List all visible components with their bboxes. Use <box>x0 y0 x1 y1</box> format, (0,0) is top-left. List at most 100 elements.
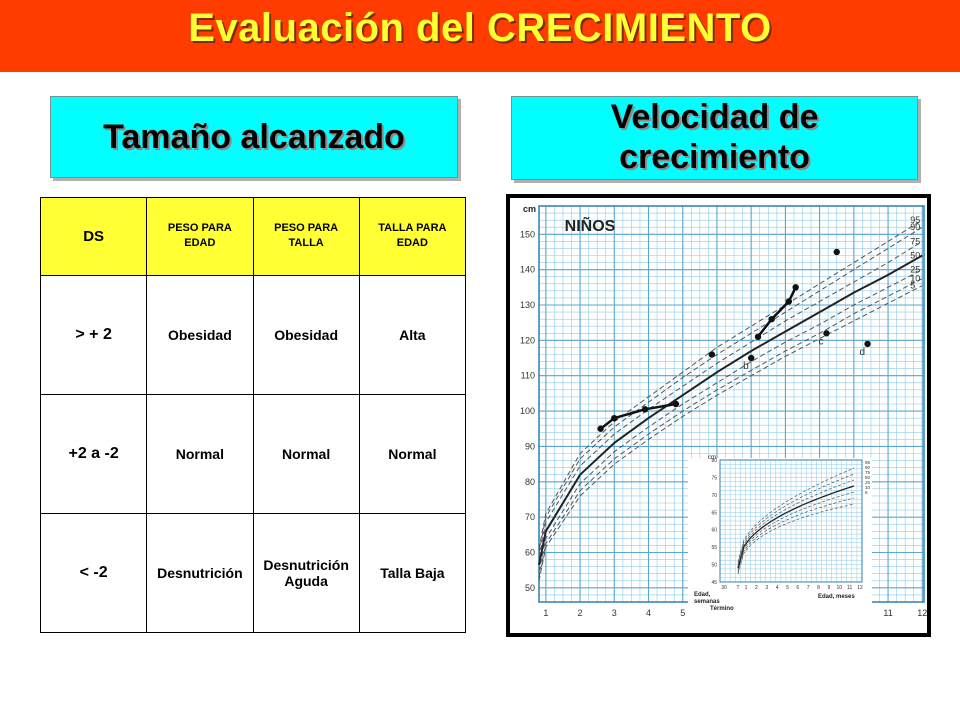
percentile-curve-5 <box>538 285 923 581</box>
percentile-label-10: 10 <box>910 273 920 283</box>
inset-y-tick-label: 60 <box>711 528 717 534</box>
inset-y-tick-label: 55 <box>711 545 717 551</box>
inset-percentile-label: 90 <box>865 465 871 470</box>
x-tick-label: 11 <box>883 608 892 618</box>
inset-x-label-weeks: Edad, <box>694 592 711 598</box>
measurement-point <box>754 333 762 341</box>
right-heading-box: Velocidad de crecimiento <box>511 96 918 180</box>
y-tick-label: 110 <box>521 371 535 381</box>
inset-x-label-months: Edad, meses <box>818 594 855 600</box>
table-row: > + 2 Obesidad Obesidad Alta <box>39 274 467 395</box>
right-heading-line-2: crecimiento <box>619 138 810 176</box>
point-label-c: c <box>818 336 823 347</box>
page-title: Evaluación del CRECIMIENTO <box>188 6 772 50</box>
measurement-point <box>641 406 649 413</box>
table-cell: Normal <box>252 393 360 514</box>
x-tick-label: 3 <box>612 608 617 618</box>
inset-percentile-label: 50 <box>865 475 871 480</box>
y-tick-label: 80 <box>525 477 535 487</box>
y-tick-label: 70 <box>525 512 535 522</box>
inset-percentile-label: 25 <box>865 480 871 485</box>
percentile-label-95: 95 <box>910 215 920 225</box>
inset-month-tick: 10 <box>836 585 842 591</box>
percentile-label-25: 25 <box>910 265 920 275</box>
table-cell: Obesidad <box>252 274 360 395</box>
inset-month-tick: 5 <box>786 585 789 591</box>
inset-y-tick-label: 70 <box>711 493 717 499</box>
measurement-point <box>833 248 840 256</box>
table-cell: Obesidad <box>146 274 254 395</box>
percentile-curve-25 <box>538 269 923 572</box>
y-tick-label: 140 <box>520 265 535 275</box>
inset-percentile-label: 10 <box>865 485 871 490</box>
growth-chart: 5060708090100110120130140150cm1234567891… <box>510 198 927 633</box>
inset-month-tick: 7 <box>807 585 810 591</box>
chart-title: NIÑOS <box>565 215 616 235</box>
inset-curve <box>737 467 855 563</box>
header-cell-talla-edad: TALLA PARA EDAD <box>358 197 467 276</box>
left-heading-box: Tamaño alcanzado <box>50 96 458 178</box>
title-bar: Evaluación del CRECIMIENTO <box>0 0 960 72</box>
inset-background <box>688 458 872 616</box>
header-line: PESO PARA <box>167 222 232 235</box>
table-cell-line: Desnutrición <box>263 556 349 573</box>
inset-y-tick-label: 50 <box>711 563 717 569</box>
inset-curve <box>737 485 855 569</box>
header-cell-peso-talla: PESO PARA TALLA <box>252 197 360 276</box>
table-row: +2 a -2 Normal Normal Normal <box>39 393 467 514</box>
inset-y-tick-label: 65 <box>711 510 717 516</box>
table-cell-ds: +2 a -2 <box>39 393 148 514</box>
inset-month-tick: 3 <box>765 585 768 591</box>
inset-term-label: Término <box>710 606 734 612</box>
header-cell-peso-edad: PESO PARA EDAD <box>146 197 254 276</box>
y-tick-label: 120 <box>520 335 535 345</box>
right-heading-line-1: Velocidad de <box>610 98 819 136</box>
header-line: EDAD <box>184 237 216 250</box>
table-header-row: DS PESO PARA EDAD PESO PARA TALLA TALLA … <box>39 197 467 276</box>
table-cell: Normal <box>358 393 467 514</box>
x-tick-label: 5 <box>680 608 685 618</box>
inset-week-tick: 30 <box>721 585 727 591</box>
table-cell-ds: < -2 <box>39 512 148 634</box>
measurement-point <box>597 425 604 432</box>
measurement-point <box>823 330 830 337</box>
percentile-curve-75 <box>538 240 923 558</box>
measurement-point <box>785 298 793 305</box>
inset-month-tick: 2 <box>755 585 758 591</box>
inset-month-tick: 11 <box>847 585 852 591</box>
percentile-label-50: 50 <box>910 251 920 261</box>
x-tick-label: 12 <box>917 608 927 618</box>
inset-month-tick: 4 <box>776 585 779 591</box>
inset-y-tick-label: 80 <box>711 458 717 464</box>
table-cell: Desnutrición <box>146 512 254 634</box>
percentile-label-5: 5 <box>910 281 915 291</box>
point-label-b: b <box>743 361 749 372</box>
table-row: < -2 Desnutrición Desnutrición Aguda Tal… <box>39 512 467 634</box>
measurement-line <box>757 286 797 338</box>
measurement-point <box>864 340 871 348</box>
ds-table: DS PESO PARA EDAD PESO PARA TALLA TALLA … <box>39 197 467 634</box>
inset-percentile-label: 95 <box>865 460 871 465</box>
header-cell-ds: DS <box>39 197 148 276</box>
inset-month-tick: 1 <box>745 585 748 591</box>
inset-curve <box>737 503 855 575</box>
measurement-point <box>747 354 755 362</box>
y-tick-label: 60 <box>525 548 535 558</box>
table-cell: Alta <box>358 274 467 395</box>
header-line: EDAD <box>396 237 428 250</box>
inset-curve <box>737 497 855 573</box>
percentile-curve-90 <box>538 226 923 553</box>
x-tick-label: 2 <box>578 608 583 618</box>
y-tick-label: 90 <box>525 441 535 451</box>
y-axis-label: cm <box>523 204 536 214</box>
table-cell: Normal <box>146 393 254 514</box>
y-tick-label: 150 <box>520 229 535 239</box>
measurement-point <box>672 400 680 408</box>
measurement-point <box>611 414 618 422</box>
inset-x-label-weeks: semanas <box>694 599 720 605</box>
y-tick-label: 50 <box>525 583 535 593</box>
y-tick-label: 130 <box>520 300 535 310</box>
header-line: PESO PARA <box>274 222 339 235</box>
inset-y-tick-label: 45 <box>711 580 717 586</box>
header-line: TALLA PARA <box>378 222 447 235</box>
